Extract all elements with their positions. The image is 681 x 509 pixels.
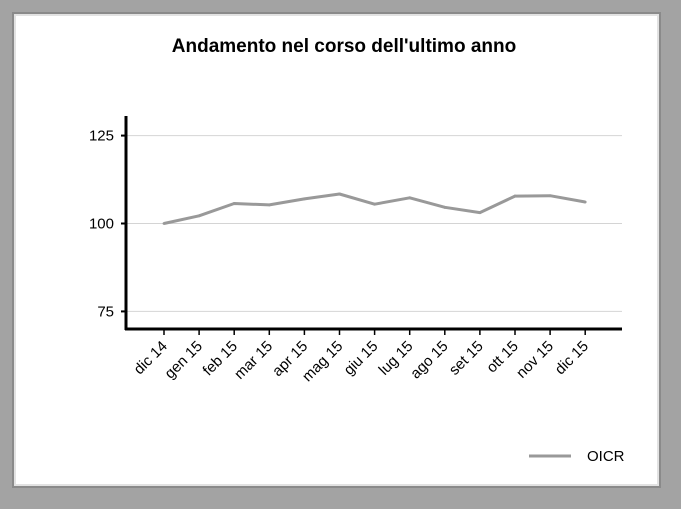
data-point	[373, 202, 376, 206]
x-tick-label: giu 15	[341, 338, 382, 379]
data-point	[162, 222, 166, 225]
x-tick-label: ago 15	[407, 338, 451, 382]
data-point	[548, 194, 552, 198]
y-tick-label-75: 75	[97, 303, 114, 320]
data-point	[583, 200, 587, 204]
legend: OICR	[529, 448, 625, 465]
legend-label-oicr: OICR	[587, 448, 625, 465]
x-tick-label: gen 15	[161, 338, 205, 382]
data-point	[478, 211, 482, 214]
data-point	[232, 202, 236, 205]
x-tick-label: set 15	[446, 338, 487, 379]
data-point	[338, 192, 341, 196]
x-tick-label: mar 15	[231, 338, 276, 383]
y-tick-label-100: 100	[89, 216, 114, 233]
x-tick-label: dic 15	[552, 338, 592, 378]
gridlines	[126, 135, 622, 312]
data-point	[267, 203, 271, 207]
y-axis-ticks: 75 100 125	[89, 128, 126, 320]
data-point	[408, 196, 412, 200]
data-point	[513, 194, 517, 198]
x-tick-label: nov 15	[513, 338, 557, 382]
data-point	[197, 214, 201, 218]
data-point	[443, 205, 447, 209]
data-point	[303, 197, 306, 201]
chart-panel	[12, 12, 661, 488]
series-layer	[162, 192, 587, 225]
chart-title: Andamento nel corso dell'ultimo anno	[172, 36, 516, 57]
series-line-oicr	[163, 192, 586, 225]
y-tick-label-125: 125	[89, 128, 114, 145]
